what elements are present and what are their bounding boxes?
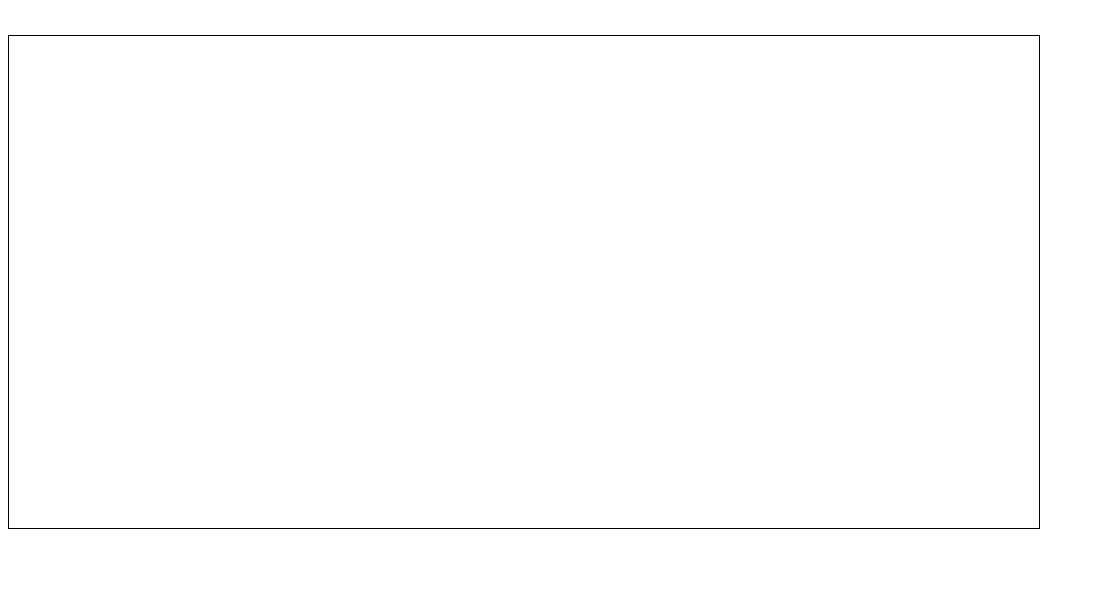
colorbar	[0, 547, 1105, 613]
map-canvas	[8, 35, 1040, 529]
